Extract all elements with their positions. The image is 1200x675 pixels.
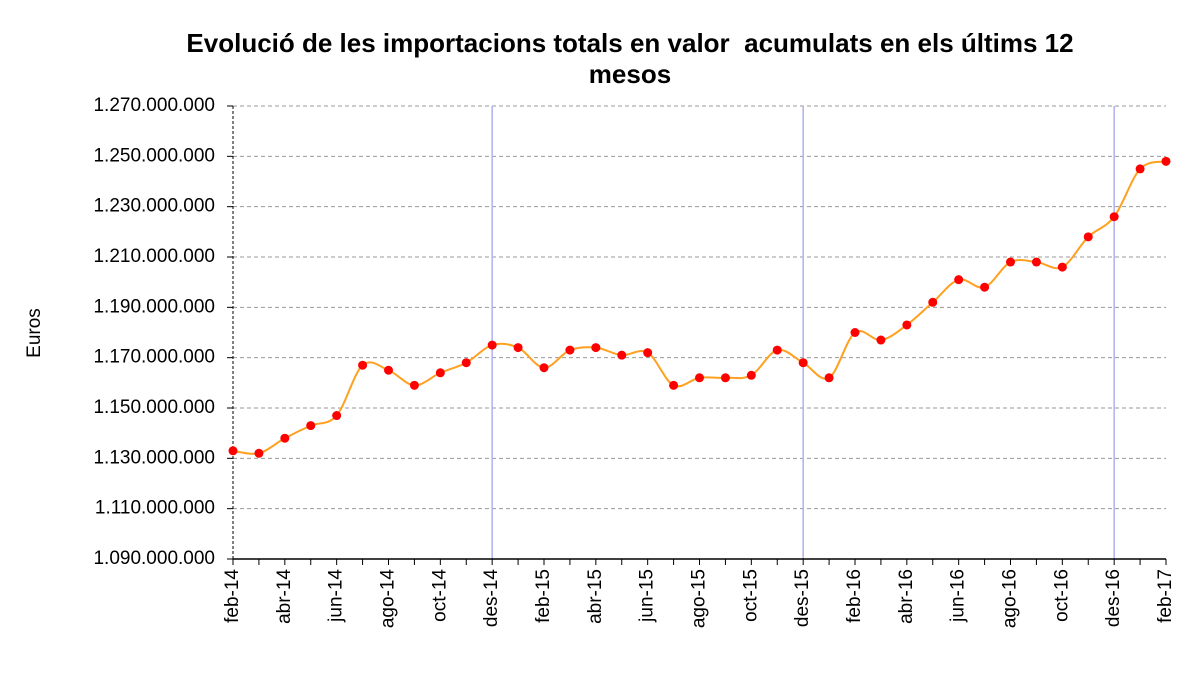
- point: [1109, 212, 1119, 222]
- x-tick-label: des-15: [792, 569, 813, 627]
- point: [876, 335, 886, 345]
- point: [228, 446, 238, 456]
- point: [332, 411, 342, 421]
- point: [280, 433, 290, 443]
- point: [254, 448, 264, 458]
- y-tick-label: 1.130.000.000: [93, 447, 215, 468]
- y-tick-label: 1.270.000.000: [93, 95, 215, 116]
- x-tick-label: oct-14: [429, 569, 450, 622]
- point: [1083, 232, 1093, 242]
- point: [954, 275, 964, 285]
- point: [1135, 164, 1145, 174]
- x-tick-label: abr-14: [274, 569, 295, 624]
- point: [539, 363, 549, 373]
- point: [850, 328, 860, 337]
- point: [669, 380, 679, 390]
- x-tick-label: des-14: [481, 569, 502, 628]
- y-tick-label: 1.150.000.000: [93, 397, 215, 418]
- y-tick-label: 1.230.000.000: [93, 196, 215, 217]
- x-tick-label: abr-16: [896, 569, 917, 624]
- x-tick-label: jun-16: [948, 569, 969, 623]
- x-tick-label: feb-14: [222, 569, 243, 623]
- chart-title: Evolució de les importacions totals en v…: [186, 28, 1081, 89]
- point: [617, 350, 627, 360]
- point: [1161, 156, 1171, 166]
- point: [461, 358, 471, 368]
- y-tick-label: 1.110.000.000: [95, 498, 215, 519]
- point: [1031, 257, 1041, 267]
- y-tick-label: 1.210.000.000: [93, 246, 215, 267]
- point: [358, 360, 368, 370]
- x-tick-label: ago-15: [689, 569, 710, 628]
- x-tick-label: ago-16: [1000, 569, 1021, 628]
- y-tick-label: 1.190.000.000: [93, 296, 215, 317]
- point: [720, 373, 730, 383]
- x-tick-label: jun-15: [637, 569, 658, 623]
- point: [1006, 257, 1015, 267]
- point: [798, 358, 808, 368]
- point: [306, 421, 316, 431]
- y-tick-label: 1.250.000.000: [93, 145, 215, 166]
- x-tick-label: des-16: [1103, 569, 1124, 627]
- point: [746, 370, 756, 380]
- point: [513, 343, 523, 353]
- point: [409, 380, 419, 390]
- point: [487, 340, 497, 350]
- point: [1057, 262, 1067, 272]
- point: [824, 373, 834, 383]
- point: [435, 368, 445, 378]
- x-tick-label: feb-17: [1155, 569, 1176, 623]
- x-tick-label: oct-15: [740, 569, 761, 622]
- y-tick-label: 1.170.000.000: [93, 347, 215, 368]
- y-tick-label: 1.090.000.000: [93, 548, 215, 569]
- point: [902, 320, 912, 330]
- point: [384, 365, 393, 375]
- point: [695, 373, 704, 383]
- point: [980, 282, 990, 292]
- x-tick-label: jun-14: [326, 569, 347, 623]
- point: [928, 297, 938, 307]
- x-tick-label: feb-15: [533, 569, 554, 623]
- x-tick-label: feb-16: [844, 569, 865, 623]
- x-tick-label: abr-15: [585, 569, 606, 624]
- point: [772, 345, 782, 355]
- x-tick-label: oct-16: [1051, 569, 1072, 622]
- point: [643, 348, 653, 358]
- point: [565, 345, 575, 355]
- point: [591, 343, 601, 353]
- y-axis-label: Euros: [24, 308, 45, 358]
- x-tick-label: ago-14: [378, 569, 399, 629]
